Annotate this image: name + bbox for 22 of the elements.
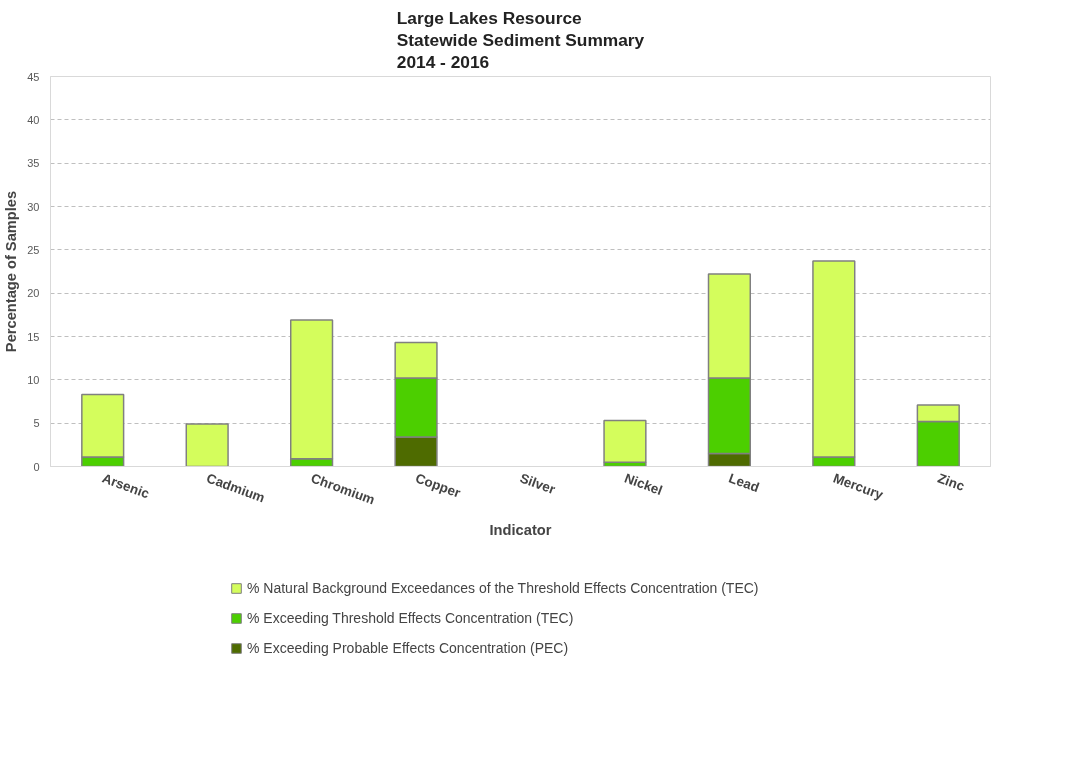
y-tick-label: 10 — [27, 373, 40, 386]
y-tick-label: 30 — [27, 200, 40, 213]
legend-label: % Exceeding Threshold Effects Concentration (TEC) — [247, 610, 574, 626]
x-tick-label: Zinc — [935, 470, 968, 495]
bar — [185, 423, 229, 467]
y-tick-label: 20 — [27, 287, 40, 300]
x-tick-label: Lead — [726, 470, 762, 496]
y-tick-label: 40 — [27, 113, 40, 126]
x-tick-label: Silver — [517, 470, 558, 497]
y-axis-title: Percentage of Samples — [3, 190, 20, 353]
y-tick-label: 45 — [27, 70, 40, 83]
bar — [603, 419, 647, 463]
chart-title: Large Lakes Resource Statewide Sediment Summary 2014 - 2016 — [396, 7, 645, 72]
x-axis-title: Indicator — [489, 522, 552, 539]
y-tick-label: 15 — [27, 330, 40, 343]
legend-label: % Exceeding Probable Effects Concentration (PEC) — [247, 640, 569, 656]
y-tick-label: 0 — [33, 460, 40, 473]
y-tick-label: 25 — [27, 243, 40, 256]
legend-label: % Natural Background Exceedances of the Threshold Effects Concentration (TEC) — [247, 580, 759, 596]
x-tick-label: Nickel — [622, 470, 665, 499]
y-tick-label: 35 — [27, 157, 40, 170]
y-tick-label: 5 — [33, 417, 40, 430]
